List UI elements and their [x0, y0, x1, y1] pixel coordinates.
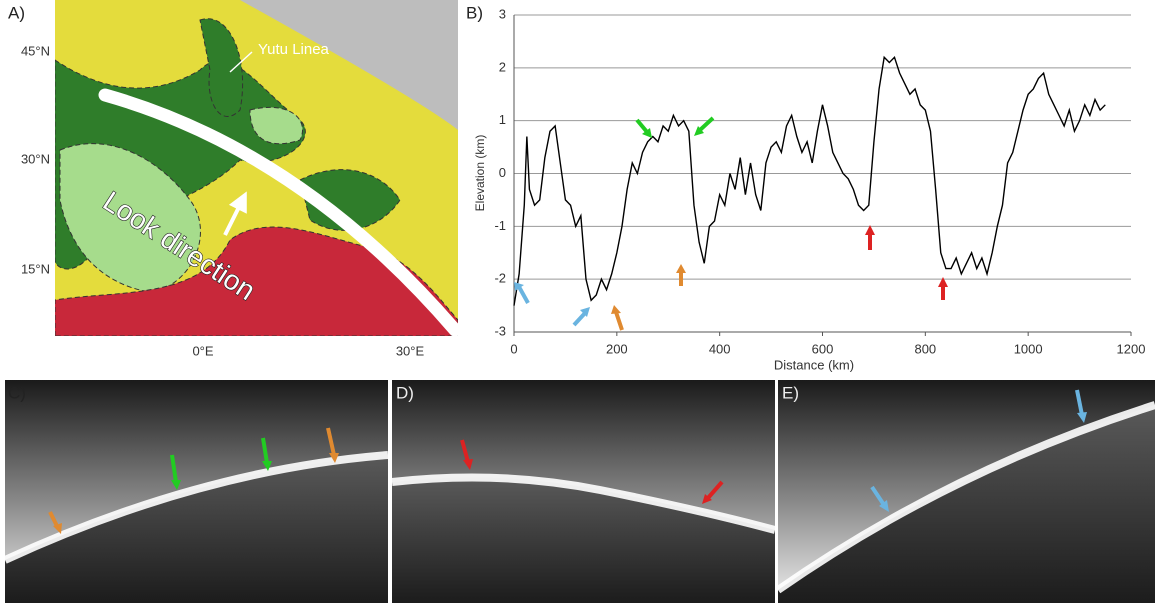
panel-label: B) [466, 3, 483, 22]
panel-label: D) [396, 383, 414, 402]
map-image [55, 0, 458, 336]
panel-label: A) [8, 3, 25, 22]
y-tick-label: -1 [494, 218, 506, 233]
limb-image-c [3, 380, 389, 603]
y-tick-label: -3 [494, 323, 506, 338]
panel-label: C) [8, 383, 26, 402]
x-tick-label: 200 [606, 341, 628, 356]
lon-label: 0°E [192, 343, 213, 358]
x-tick-label: 1000 [1014, 341, 1043, 356]
chart-arrows [514, 116, 948, 331]
chart: -3 -2 -1 0 1 2 3 0 200 400 600 800 1000 1200 [494, 6, 1145, 356]
x-tick-label: 400 [709, 341, 731, 356]
y-axis-title: Elevation (km) [473, 135, 487, 212]
y-tick-label: 0 [499, 165, 506, 180]
y-tick-label: -2 [494, 271, 506, 286]
feature-label: Yutu Linea [258, 41, 330, 58]
lat-label: 30°N [21, 151, 50, 166]
lon-label: 30°E [396, 343, 425, 358]
x-tick-label: 1200 [1117, 341, 1146, 356]
x-tick-label: 800 [914, 341, 936, 356]
x-tick-label: 0 [510, 341, 517, 356]
lat-label: 45°N [21, 43, 50, 58]
limb-image-e [775, 380, 1157, 603]
profile-line [513, 55, 1106, 306]
y-tick-label: 2 [499, 59, 506, 74]
y-tick-label: 3 [499, 6, 506, 21]
x-tick-label: 600 [812, 341, 834, 356]
lat-label: 15°N [21, 261, 50, 276]
x-axis-title: Distance (km) [774, 357, 854, 372]
limb-image-d [391, 380, 777, 603]
panel-label: E) [782, 383, 799, 402]
y-tick-label: 1 [499, 112, 506, 127]
